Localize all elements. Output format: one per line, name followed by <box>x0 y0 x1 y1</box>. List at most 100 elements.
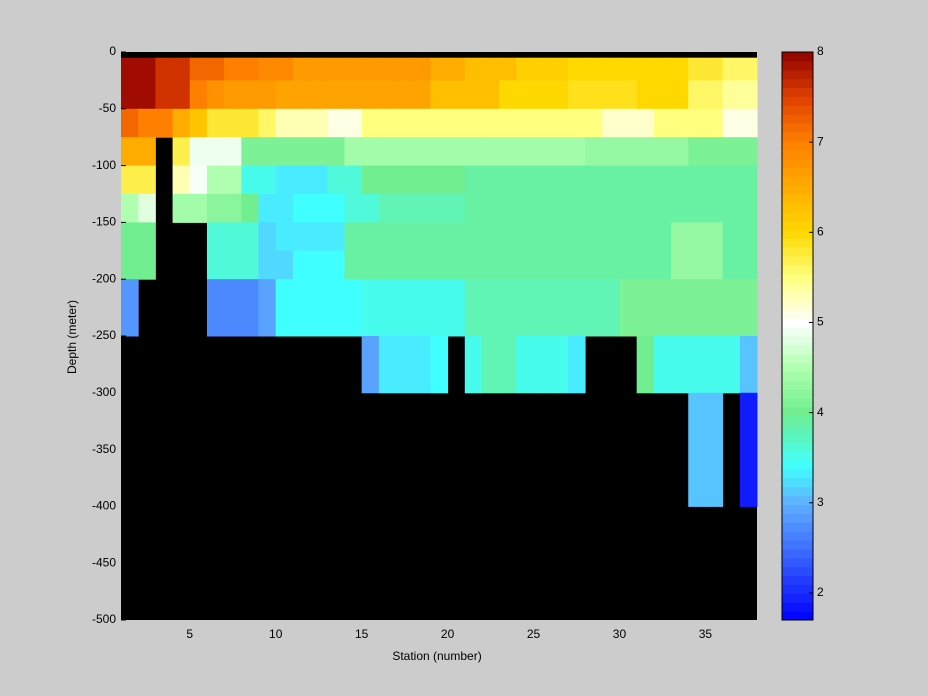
cell <box>499 250 517 280</box>
cell <box>413 57 431 81</box>
x-tick-label: 5 <box>186 627 193 641</box>
colorbar-swatch <box>782 202 813 213</box>
cell <box>550 137 569 167</box>
cell <box>464 279 483 337</box>
colorbar-swatch <box>782 96 813 106</box>
colorbar-swatch <box>782 540 813 550</box>
cell <box>464 137 483 167</box>
colorbar-swatch <box>782 265 813 275</box>
colorbar-swatch <box>782 114 813 124</box>
cell <box>739 250 758 280</box>
cell <box>430 250 449 280</box>
colorbar-swatch <box>782 123 813 133</box>
colorbar-swatch <box>782 549 813 559</box>
cell <box>430 336 449 394</box>
cell <box>327 279 345 337</box>
colorbar-tick-label: 4 <box>817 405 824 419</box>
cell <box>688 222 706 252</box>
cell <box>619 57 638 81</box>
cell <box>602 279 620 337</box>
cell <box>258 250 277 280</box>
cell <box>430 57 449 81</box>
cell <box>275 194 294 223</box>
cell <box>155 57 174 81</box>
cell <box>344 80 363 110</box>
colorbar-swatch <box>782 247 813 257</box>
cell <box>447 279 466 337</box>
cell <box>533 336 552 394</box>
cell <box>430 137 449 167</box>
cell <box>619 165 638 195</box>
colorbar-tick-label: 3 <box>817 495 824 509</box>
cell <box>481 336 500 394</box>
cell <box>481 250 500 280</box>
colorbar-swatch <box>782 167 813 177</box>
cell <box>481 137 500 167</box>
colorbar-swatch <box>782 433 813 443</box>
cell <box>533 279 552 337</box>
cell <box>516 194 535 223</box>
cell <box>499 165 517 195</box>
cell <box>585 279 603 337</box>
cell <box>688 392 706 507</box>
x-tick-label: 35 <box>699 627 713 641</box>
colorbar-swatch <box>782 566 813 577</box>
x-tick-label: 30 <box>613 627 627 641</box>
cell <box>206 137 225 167</box>
cell <box>378 279 397 337</box>
cell <box>739 392 758 507</box>
cell <box>567 222 586 252</box>
cell <box>361 222 380 252</box>
cell <box>671 194 689 223</box>
cell <box>671 336 689 394</box>
cell <box>481 222 500 252</box>
cell <box>241 279 260 337</box>
cell <box>705 80 724 110</box>
cell <box>361 250 380 280</box>
cell <box>172 137 191 167</box>
cell <box>413 222 431 252</box>
cell <box>533 194 552 223</box>
y-tick-label: 0 <box>109 44 116 58</box>
colorbar-swatch <box>782 309 813 319</box>
cell <box>550 336 569 394</box>
cell <box>413 336 431 394</box>
cell <box>258 279 277 337</box>
cell <box>292 57 311 81</box>
cell <box>516 279 535 337</box>
y-tick-label: -300 <box>92 385 116 399</box>
colorbar-swatch <box>782 602 813 612</box>
cell <box>292 222 311 252</box>
colorbar-swatch <box>782 362 813 372</box>
cell <box>378 57 397 81</box>
colorbar-swatch <box>782 282 813 293</box>
cell <box>516 57 535 81</box>
cell <box>327 57 345 81</box>
colorbar-swatch <box>782 611 813 621</box>
cell <box>722 336 741 394</box>
cell <box>396 137 414 167</box>
cell <box>241 137 260 167</box>
cell <box>172 194 191 223</box>
y-tick-label: -100 <box>92 158 116 172</box>
cell <box>310 108 328 138</box>
cell <box>653 222 672 252</box>
cell <box>550 250 569 280</box>
colorbar-swatch <box>782 478 813 488</box>
colorbar-swatch <box>782 176 813 186</box>
colorbar-tick-label: 7 <box>817 134 824 148</box>
cell <box>310 222 328 252</box>
colorbar-swatch <box>782 495 813 506</box>
cell <box>567 57 586 81</box>
colorbar-swatch <box>782 557 813 568</box>
cell <box>705 250 724 280</box>
cell <box>396 279 414 337</box>
cell <box>224 57 242 81</box>
cell <box>705 108 724 138</box>
cell <box>636 336 655 394</box>
cell <box>155 108 174 138</box>
cell <box>224 279 242 337</box>
cell <box>378 137 397 167</box>
cell <box>292 250 311 280</box>
colorbar-swatch <box>782 398 813 408</box>
